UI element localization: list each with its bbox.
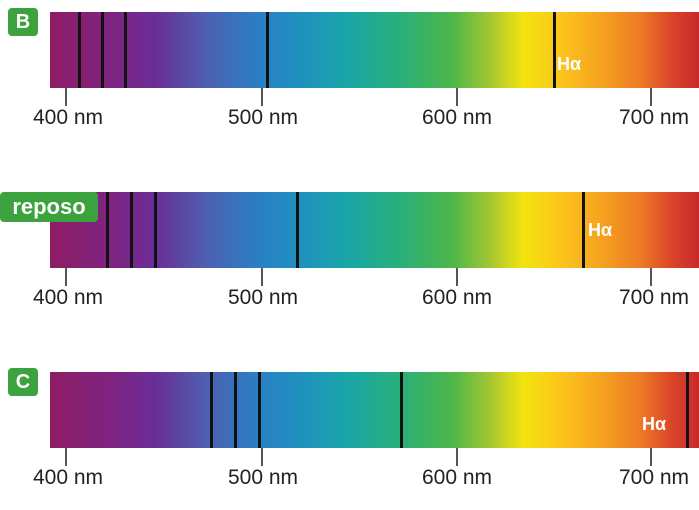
h-alpha-label: Hα xyxy=(588,220,613,240)
axis-tick xyxy=(65,448,67,466)
spectrum-panel-reposo: Hα reposo 400 nm 500 nm 600 nm 700 nm xyxy=(0,180,699,330)
absorption-line xyxy=(210,372,213,448)
tick-label: 400 nm xyxy=(32,286,104,309)
absorption-line xyxy=(101,12,104,88)
tick-label: 700 nm xyxy=(618,106,690,129)
absorption-line xyxy=(234,372,237,448)
tick-label: 600 nm xyxy=(421,286,493,309)
absorption-line xyxy=(78,12,81,88)
axis-tick xyxy=(65,88,67,106)
axis-tick xyxy=(261,268,263,286)
tick-label: 500 nm xyxy=(227,106,299,129)
h-alpha-label: Hα xyxy=(642,414,667,434)
absorption-line xyxy=(258,372,261,448)
panel-badge: C xyxy=(8,368,38,396)
spectrum-panel-c: Hα C 400 nm 500 nm 600 nm 700 nm xyxy=(0,360,699,510)
tick-label: 600 nm xyxy=(421,466,493,489)
axis-tick xyxy=(65,268,67,286)
spectrum-bar: Hα xyxy=(50,372,699,448)
axis-tick xyxy=(456,268,458,286)
tick-label: 400 nm xyxy=(32,466,104,489)
tick-label: 700 nm xyxy=(618,466,690,489)
absorption-line xyxy=(106,192,109,268)
tick-label: 500 nm xyxy=(227,286,299,309)
absorption-line xyxy=(400,372,403,448)
tick-label: 400 nm xyxy=(32,106,104,129)
h-alpha-label: Hα xyxy=(557,54,582,74)
axis-tick xyxy=(650,268,652,286)
axis-tick xyxy=(650,88,652,106)
tick-label: 500 nm xyxy=(227,466,299,489)
tick-label: 700 nm xyxy=(618,286,690,309)
absorption-line xyxy=(130,192,133,268)
h-alpha-line xyxy=(686,372,689,448)
spectrum-panel-b: Hα B 400 nm 500 nm 600 nm 700 nm xyxy=(0,0,699,150)
panel-badge: B xyxy=(8,8,38,36)
axis-tick xyxy=(261,88,263,106)
h-alpha-line xyxy=(553,12,556,88)
spectrum-bar: Hα xyxy=(50,192,699,268)
absorption-line xyxy=(154,192,157,268)
absorption-line xyxy=(266,12,269,88)
axis-tick xyxy=(650,448,652,466)
tick-label: 600 nm xyxy=(421,106,493,129)
panel-badge: reposo xyxy=(0,192,98,222)
absorption-line xyxy=(296,192,299,268)
axis-tick xyxy=(456,448,458,466)
h-alpha-line xyxy=(582,192,585,268)
axis-tick xyxy=(261,448,263,466)
axis-tick xyxy=(456,88,458,106)
absorption-line xyxy=(124,12,127,88)
spectrum-bar: Hα xyxy=(50,12,699,88)
